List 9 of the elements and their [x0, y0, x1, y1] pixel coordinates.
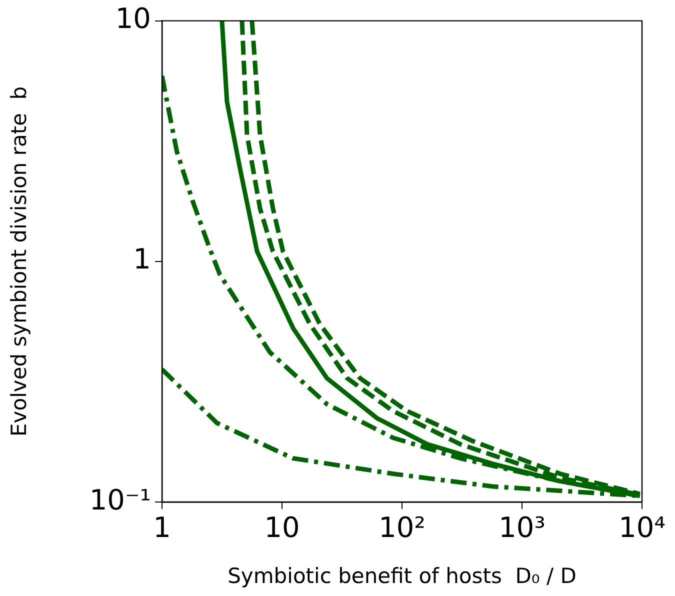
x-tick-label: 10²	[378, 511, 426, 544]
y-tick-label: 10	[115, 2, 151, 36]
y-tick-label: 10⁻¹	[89, 483, 151, 516]
x-tick-label: 10³	[498, 511, 546, 544]
x-tick-label: 10	[264, 511, 300, 544]
y-axis-title: Evolved symbiont division rate b	[7, 86, 32, 436]
x-axis-title: Symbiotic benefit of hosts D₀ / D	[228, 564, 576, 588]
y-tick-label: 1	[133, 242, 151, 276]
x-tick-label: 10⁴	[618, 511, 666, 544]
